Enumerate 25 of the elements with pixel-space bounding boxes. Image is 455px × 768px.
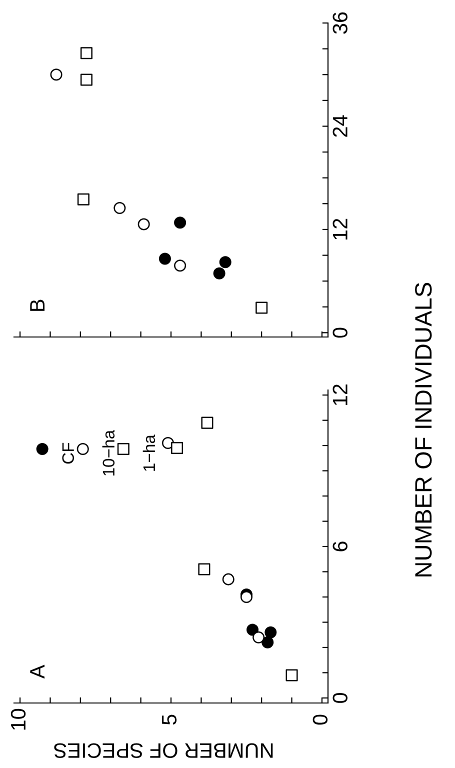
- legend-label: CF: [62, 442, 74, 464]
- text: B: [30, 300, 45, 311]
- legend-label: 1−ha: [142, 434, 156, 471]
- y-tick-label: 0: [332, 328, 348, 338]
- point: [198, 563, 210, 576]
- y-tick-label: 36: [332, 12, 348, 34]
- text: A: [30, 664, 45, 679]
- point: [80, 74, 92, 86]
- point: [201, 416, 214, 429]
- point: [77, 193, 90, 206]
- point: [171, 442, 184, 454]
- y-tick-label: 6: [332, 542, 348, 552]
- x-tick-label: 5: [162, 714, 177, 725]
- x-tick-label: 0: [312, 714, 328, 725]
- point: [256, 302, 268, 314]
- x-tick-label: 10: [10, 708, 26, 730]
- point: [286, 669, 298, 682]
- y-axis-title: NUMBER OF INDIVIDUALS: [415, 282, 432, 576]
- y-tick-label: 12: [332, 384, 348, 406]
- y-tick-label: 24: [332, 115, 348, 137]
- y-tick-label: 0: [332, 692, 348, 703]
- legend-label: 10−ha: [102, 430, 115, 476]
- x-axis-title: NUMBER OF SPECIES: [54, 743, 273, 758]
- point: [80, 47, 92, 60]
- y-tick-label: 12: [332, 218, 348, 240]
